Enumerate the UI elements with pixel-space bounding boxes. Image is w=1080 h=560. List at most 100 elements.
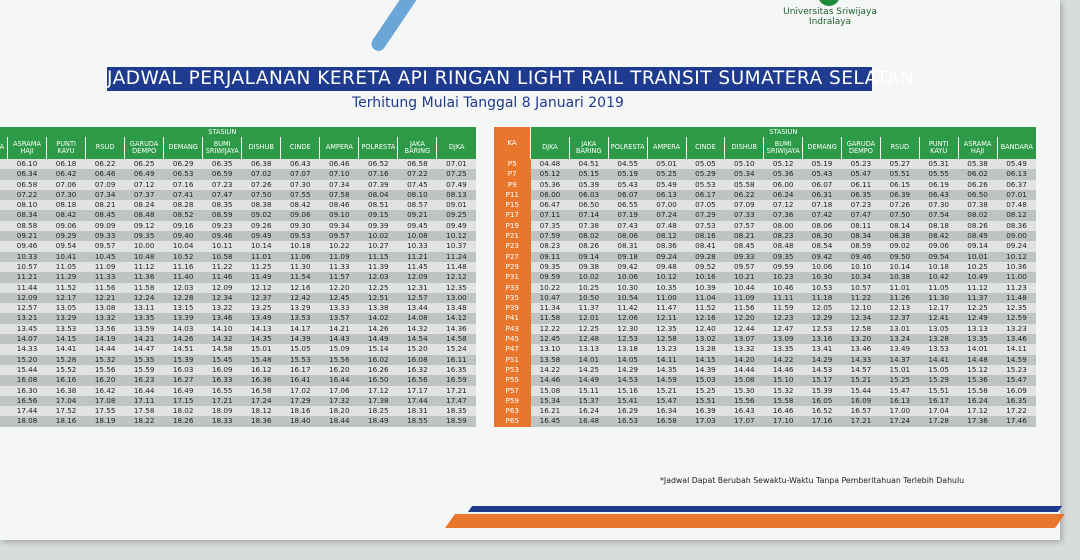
departure-time: 16.45 (530, 416, 570, 427)
departure-time: 13.22 (202, 303, 242, 314)
departure-time: 14.57 (841, 364, 881, 376)
departure-time: 07.24 (647, 210, 686, 221)
departure-time: 11.48 (997, 292, 1036, 304)
departure-time: 08.06 (802, 220, 842, 232)
departure-time: 11.01 (241, 251, 281, 262)
departure-time: 16.23 (124, 375, 164, 386)
departure-time: 16.30 (7, 385, 47, 396)
departure-time: 10.33 (397, 241, 437, 252)
departure-time: 07.50 (241, 189, 281, 201)
table-row: 08.4608.5809.0609.0909.1209.1609.2309.26… (0, 220, 476, 232)
departure-time: 13.41 (802, 344, 842, 355)
departure-time: 09.24 (647, 251, 686, 262)
departure-time: 14.22 (530, 364, 570, 376)
departure-time: 08.36 (647, 241, 686, 252)
departure-time: 14.21 (124, 334, 164, 345)
departure-time: 13.59 (124, 323, 164, 335)
departure-time: 07.42 (802, 210, 842, 221)
station-header: DISHUB (241, 137, 281, 159)
departure-time: 06.22 (85, 159, 125, 170)
departure-time: 07.55 (280, 189, 320, 201)
departure-time: 14.49 (569, 375, 609, 386)
departure-time: 09.23 (202, 220, 242, 232)
departure-time: 07.49 (436, 179, 476, 190)
departure-time: 14.46 (763, 364, 803, 376)
departure-time: 08.06 (608, 231, 648, 242)
departure-time: 16.53 (608, 416, 648, 427)
departure-time: 05.05 (686, 159, 725, 170)
departure-time: 13.25 (241, 303, 281, 314)
departure-time: 15.29 (919, 375, 959, 386)
departure-time: 13.07 (724, 334, 764, 345)
departure-time: 10.22 (319, 241, 359, 252)
departure-time: 15.10 (763, 375, 803, 386)
departure-time: 16.57 (841, 406, 881, 417)
departure-time: 07.45 (397, 179, 437, 190)
departure-time: 08.46 (319, 200, 359, 211)
departure-time: 06.24 (763, 189, 803, 201)
table-row: 07.5808.1008.1808.2108.2408.2808.3508.38… (0, 200, 476, 211)
departure-time: 17.36 (958, 416, 997, 427)
departure-time: 08.30 (802, 231, 842, 242)
station-header: RSUD (85, 137, 125, 159)
departure-time: 12.12 (241, 282, 281, 293)
departure-time: 12.17 (46, 292, 86, 304)
table-row: 15.3315.4415.5215.5615.5916.0316.0916.12… (0, 364, 476, 376)
departure-time: 16.36 (241, 375, 281, 386)
departure-time: 12.49 (958, 313, 997, 324)
departure-time: 16.20 (85, 375, 125, 386)
departure-time: 11.37 (958, 292, 997, 304)
departure-time: 14.29 (608, 364, 648, 376)
departure-time: 18.02 (163, 406, 203, 417)
departure-time: 13.46 (841, 344, 881, 355)
departure-time: 17.03 (686, 416, 725, 427)
departure-time: 10.30 (802, 272, 842, 283)
departure-time: 09.06 (919, 241, 959, 252)
departure-time: 17.28 (919, 416, 959, 427)
departure-time: 15.08 (530, 385, 570, 396)
departure-time: 11.06 (280, 251, 320, 262)
departure-time: 11.34 (530, 303, 570, 314)
departure-time: 07.09 (724, 200, 764, 211)
departure-time: 11.00 (997, 272, 1036, 283)
departure-time: 08.52 (163, 210, 203, 221)
station-header: JAKA BARING (397, 137, 437, 159)
departure-time: 13.53 (46, 323, 86, 335)
departure-time: 12.59 (997, 313, 1036, 324)
departure-time: 06.25 (124, 159, 164, 170)
departure-time: 12.57 (397, 292, 437, 304)
departure-time: 07.30 (919, 200, 959, 211)
departure-time: 13.16 (802, 334, 842, 345)
departure-time: 17.04 (919, 406, 959, 417)
departure-time: 08.18 (919, 220, 959, 232)
departure-time: 14.44 (85, 344, 125, 355)
departure-time: 07.47 (202, 189, 242, 201)
departure-time: 12.48 (569, 334, 609, 345)
departure-time: 10.06 (608, 272, 648, 283)
departure-time: 09.38 (569, 261, 609, 273)
departure-time: 17.56 (0, 416, 8, 427)
departure-time: 16.44 (319, 375, 359, 386)
departure-time: 18.25 (358, 406, 398, 417)
departure-time: 11.09 (85, 261, 125, 273)
departure-time: 15.56 (319, 354, 359, 365)
departure-time: 13.45 (7, 323, 47, 335)
departure-time: 08.18 (46, 200, 86, 211)
station-header: DEMANG (802, 137, 842, 159)
train-number: P43 (494, 323, 531, 335)
departure-time: 10.45 (85, 251, 125, 262)
departure-time: 12.09 (7, 292, 47, 304)
departure-time: 06.07 (608, 189, 648, 201)
departure-time: 12.31 (397, 282, 437, 293)
departure-time: 08.16 (686, 231, 725, 242)
departure-time: 16.09 (841, 395, 881, 407)
departure-time: 07.18 (802, 200, 842, 211)
departure-time: 06.11 (841, 179, 881, 190)
departure-time: 13.56 (0, 334, 8, 345)
departure-time: 15.48 (241, 354, 281, 365)
station-header: DEMANG (163, 137, 203, 159)
departure-time: 17.21 (202, 395, 242, 407)
departure-time: 07.29 (686, 210, 725, 221)
stasiun-header: STASIUN (530, 127, 1036, 137)
departure-time: 09.34 (0, 241, 8, 252)
